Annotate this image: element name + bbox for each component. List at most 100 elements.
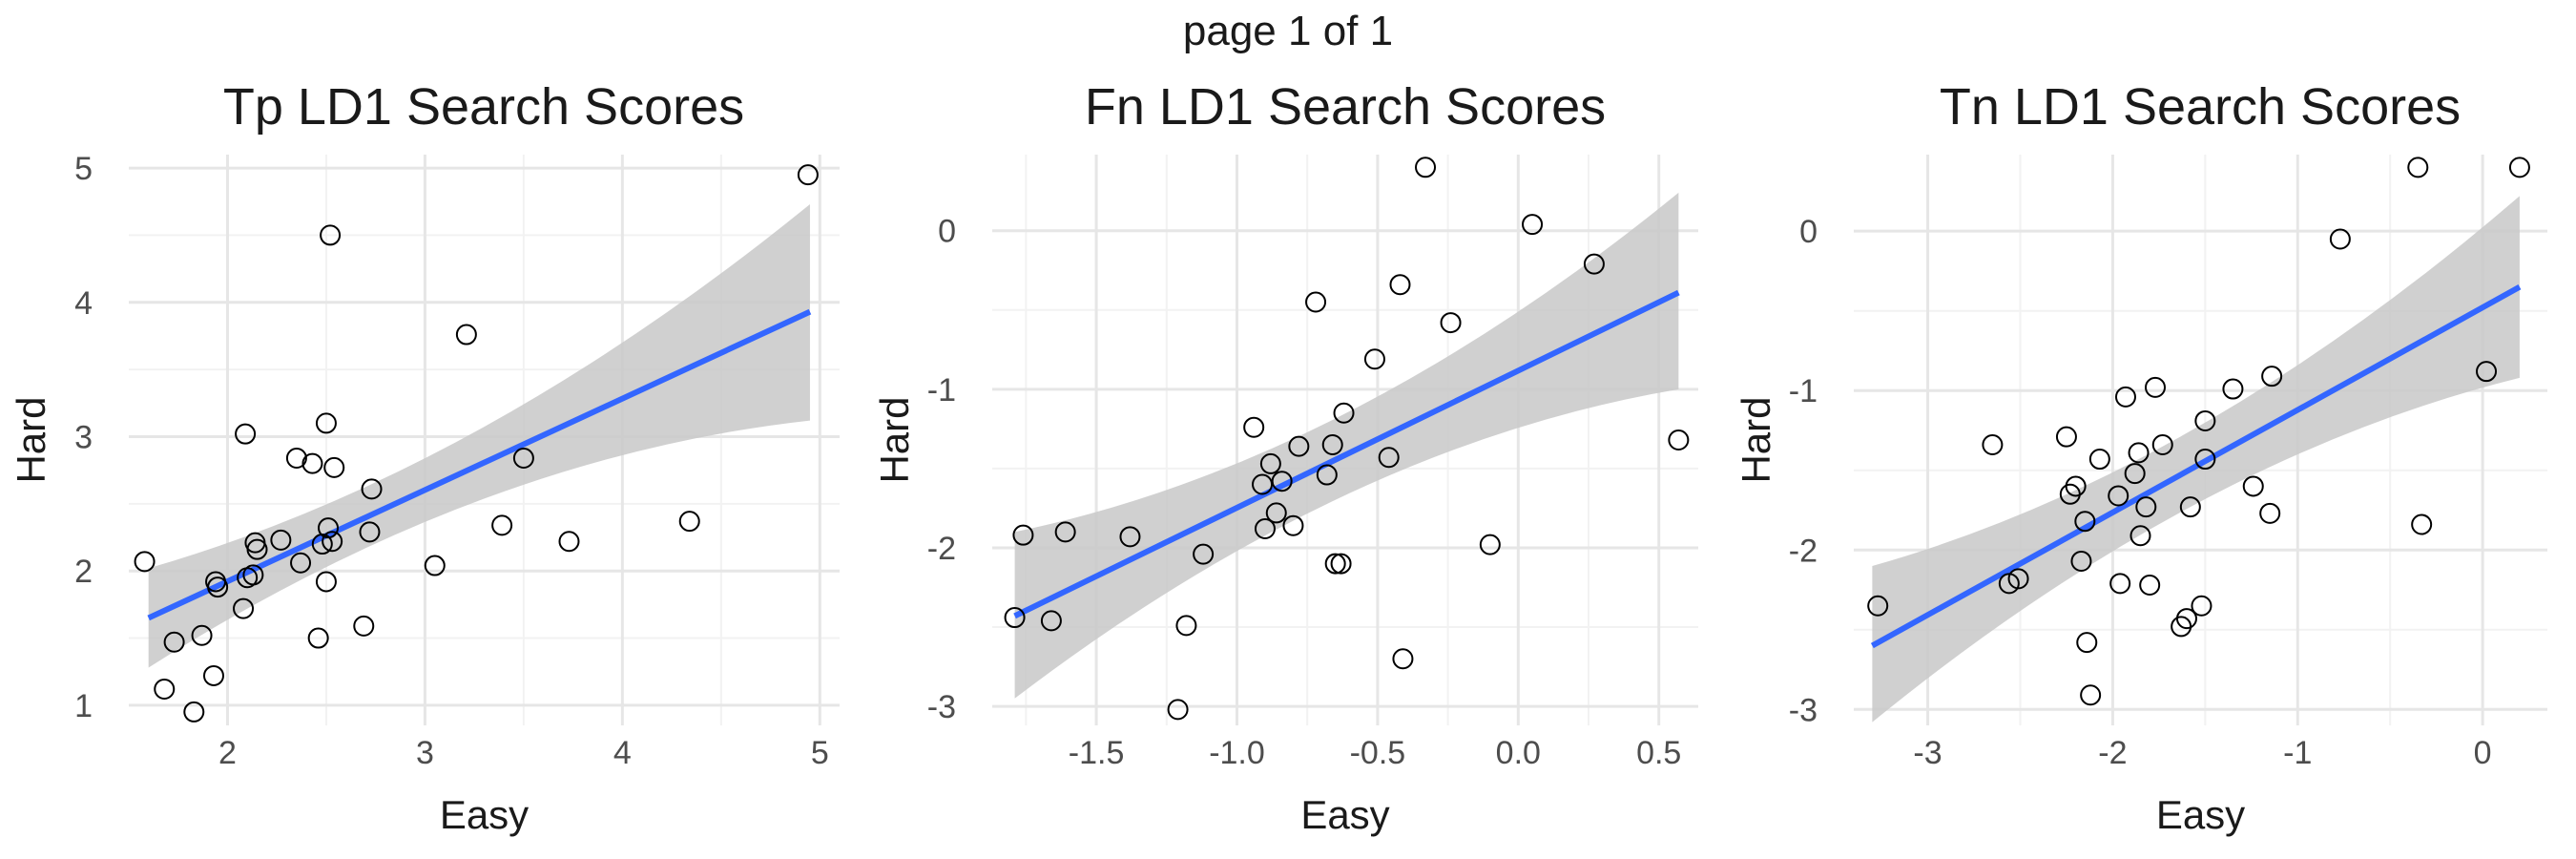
y-tick-label: -3 xyxy=(1789,692,1818,728)
x-tick-label: -1.5 xyxy=(1069,735,1125,771)
confidence-band xyxy=(1014,192,1679,699)
data-point xyxy=(2194,449,2216,471)
y-tick-label: 5 xyxy=(74,151,93,187)
x-axis-label: Easy xyxy=(2156,792,2245,837)
data-point xyxy=(2007,568,2029,590)
x-tick-label: -3 xyxy=(1913,735,1942,771)
data-point xyxy=(1440,312,1462,334)
data-point xyxy=(2242,475,2264,497)
data-point xyxy=(1259,452,1281,474)
data-point xyxy=(1054,521,1076,543)
data-point xyxy=(1982,434,2004,456)
data-point xyxy=(512,447,534,469)
data-point xyxy=(1389,274,1411,296)
data-point xyxy=(1378,447,1400,469)
data-point xyxy=(353,615,375,637)
data-point xyxy=(2128,442,2150,464)
confidence-band xyxy=(148,204,810,668)
data-point xyxy=(1243,416,1265,438)
chart-panel-2: -1.5 -1.0 -0.5 0.0 0.5 -3 -2 -1 0 Fn LD1 Search S… xyxy=(872,78,1698,837)
y-tick-label: -1 xyxy=(1789,373,1818,409)
data-point xyxy=(285,447,307,469)
x-tick-label: 5 xyxy=(811,735,829,771)
y-tick-label: -2 xyxy=(927,531,956,567)
data-point xyxy=(2070,550,2092,572)
data-point xyxy=(1330,553,1352,575)
data-point xyxy=(2108,485,2129,507)
data-point xyxy=(1040,610,1062,632)
x-tick-label: 4 xyxy=(613,735,632,771)
data-point xyxy=(2407,157,2429,178)
data-point xyxy=(2109,573,2131,595)
data-point xyxy=(361,478,383,500)
data-point xyxy=(2179,496,2201,518)
data-point xyxy=(2135,496,2157,518)
data-point xyxy=(2476,361,2498,383)
data-point xyxy=(1321,433,1343,455)
data-point xyxy=(1316,464,1338,486)
y-tick-label: 0 xyxy=(1799,214,1818,250)
data-point xyxy=(2124,463,2146,485)
data-point xyxy=(2088,449,2110,471)
data-point xyxy=(315,412,337,434)
data-point xyxy=(2411,513,2433,535)
data-point xyxy=(424,555,446,576)
data-point xyxy=(1668,430,1690,450)
data-point xyxy=(2074,511,2096,533)
data-point xyxy=(2145,376,2167,398)
data-point xyxy=(1282,514,1304,536)
data-point xyxy=(1175,615,1197,637)
data-point xyxy=(323,456,345,478)
data-point xyxy=(2329,228,2351,250)
x-axis-label: Easy xyxy=(1300,792,1389,837)
regression-line xyxy=(1013,289,1680,619)
y-tick-label: -3 xyxy=(927,689,956,725)
data-point xyxy=(2114,386,2136,408)
data-point xyxy=(1522,214,1544,236)
data-point xyxy=(1333,402,1355,424)
data-point xyxy=(1254,518,1276,540)
data-point xyxy=(270,529,292,551)
data-point xyxy=(1288,435,1310,457)
data-point xyxy=(1119,526,1141,548)
data-point xyxy=(1193,543,1215,565)
regression-line xyxy=(1870,284,2522,649)
data-point xyxy=(2222,378,2244,400)
chart-panel-3: -3 -2 -1 0 -3 -2 -1 0 Tn LD1 Search Scores Easy Ha… xyxy=(1734,78,2547,837)
data-point xyxy=(301,452,323,474)
data-point xyxy=(320,224,342,246)
data-point xyxy=(154,679,176,701)
data-point xyxy=(207,576,229,598)
chart-title: Fn LD1 Search Scores xyxy=(1085,78,1606,136)
chart-title: Tp LD1 Search Scores xyxy=(223,78,744,136)
data-point xyxy=(1252,473,1274,495)
data-point xyxy=(1479,534,1501,555)
data-point xyxy=(2055,426,2077,448)
data-point xyxy=(1004,607,1026,629)
data-point xyxy=(246,538,268,560)
chart-title: Tn LD1 Search Scores xyxy=(1940,78,2461,136)
data-point xyxy=(491,514,513,536)
data-point xyxy=(2194,409,2216,431)
data-point xyxy=(2139,575,2161,597)
y-tick-label: 1 xyxy=(74,688,93,724)
x-axis-label: Easy xyxy=(440,792,529,837)
data-point xyxy=(2508,157,2530,178)
x-tick-label: -1.0 xyxy=(1209,735,1265,771)
page-title: page 1 of 1 xyxy=(1182,8,1394,54)
data-point xyxy=(315,571,337,593)
y-tick-label: 3 xyxy=(74,419,93,455)
data-point xyxy=(163,631,185,653)
data-point xyxy=(1415,157,1437,178)
data-point xyxy=(2175,608,2197,630)
data-point xyxy=(1363,348,1385,370)
data-point xyxy=(797,164,819,186)
data-point xyxy=(2076,632,2098,654)
x-tick-label: 3 xyxy=(416,735,434,771)
data-point xyxy=(1271,471,1293,492)
y-tick-label: -2 xyxy=(1789,533,1818,569)
x-tick-label: 2 xyxy=(218,735,237,771)
data-point xyxy=(191,624,213,646)
y-tick-label: 0 xyxy=(938,214,956,250)
y-axis-label: Hard xyxy=(1734,396,1778,483)
